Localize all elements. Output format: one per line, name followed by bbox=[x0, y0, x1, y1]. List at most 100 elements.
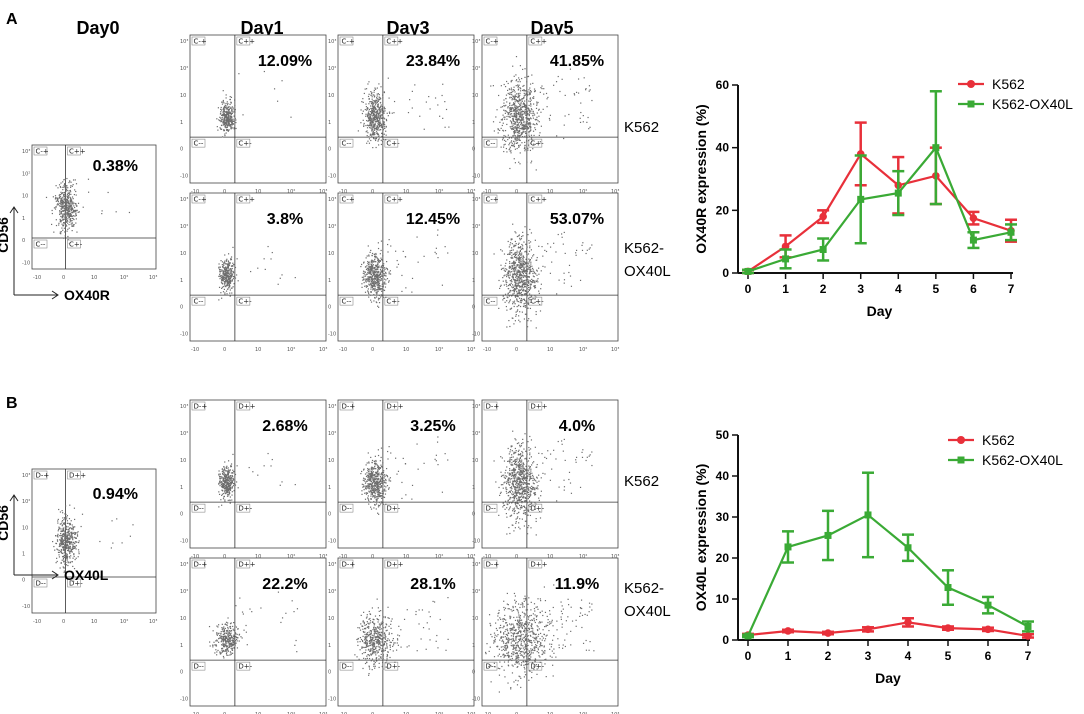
event-dot bbox=[368, 292, 370, 294]
event-dot bbox=[518, 130, 520, 132]
event-dot bbox=[234, 117, 236, 120]
event-dot bbox=[529, 121, 531, 124]
event-dot bbox=[526, 277, 528, 279]
event-dot bbox=[518, 297, 521, 299]
event-dot bbox=[527, 320, 529, 322]
event-dot bbox=[66, 515, 69, 517]
event-dot bbox=[519, 120, 522, 122]
event-dot bbox=[381, 126, 383, 128]
event-dot bbox=[378, 276, 380, 278]
event-dot bbox=[62, 205, 64, 207]
event-dot bbox=[228, 113, 230, 115]
x-tick-label: -10 bbox=[191, 189, 199, 195]
event-dot bbox=[535, 107, 538, 110]
event-dot bbox=[385, 490, 387, 492]
quadrant-box bbox=[236, 503, 251, 513]
event-dot bbox=[229, 268, 231, 270]
event-dot bbox=[71, 561, 73, 563]
event-dot bbox=[219, 485, 221, 487]
event-dot bbox=[367, 469, 369, 472]
event-dot bbox=[385, 126, 387, 128]
quadrant-box bbox=[528, 138, 543, 148]
event-dot bbox=[536, 269, 538, 271]
event-dot bbox=[523, 128, 525, 131]
event-dot bbox=[218, 493, 221, 495]
event-dot bbox=[377, 290, 379, 292]
event-dot bbox=[372, 476, 374, 478]
event-dot bbox=[516, 100, 518, 102]
event-dot bbox=[513, 142, 516, 144]
event-dot bbox=[518, 102, 520, 104]
event-dot bbox=[375, 281, 377, 284]
event-dot bbox=[384, 268, 386, 270]
event-dot bbox=[524, 284, 526, 286]
event-dot bbox=[231, 280, 233, 282]
event-dot bbox=[520, 275, 522, 277]
event-dot bbox=[520, 114, 522, 116]
event-dot bbox=[371, 130, 373, 132]
event-dot bbox=[382, 267, 384, 269]
y-tick-label: 10 bbox=[22, 194, 28, 200]
event-dot bbox=[229, 269, 231, 271]
event-dot bbox=[229, 484, 231, 486]
event-dot bbox=[506, 111, 508, 113]
cell-line-label: OX40L bbox=[624, 263, 671, 280]
event-dot bbox=[516, 292, 518, 294]
event-dot bbox=[385, 130, 387, 132]
event-dot bbox=[367, 125, 370, 127]
event-dot bbox=[506, 281, 508, 284]
event-dot bbox=[518, 112, 520, 115]
event-dot bbox=[532, 255, 534, 257]
event-dot bbox=[514, 91, 516, 93]
event-dot bbox=[223, 492, 225, 495]
event-dot bbox=[60, 219, 62, 222]
event-dot bbox=[227, 472, 229, 474]
event-dot bbox=[63, 522, 66, 524]
event-dot bbox=[226, 104, 229, 106]
event-dot bbox=[504, 116, 506, 118]
event-dot bbox=[62, 536, 64, 538]
event-dot bbox=[69, 221, 71, 223]
event-dot bbox=[516, 284, 518, 287]
event-dot bbox=[226, 491, 229, 493]
event-dot bbox=[67, 212, 69, 214]
event-dot bbox=[224, 281, 226, 283]
event-dot bbox=[72, 580, 74, 582]
event-dot bbox=[70, 541, 72, 543]
event-dot bbox=[516, 129, 518, 131]
event-dot bbox=[223, 111, 225, 113]
event-dot bbox=[526, 268, 528, 270]
event-dot bbox=[68, 547, 70, 549]
event-dot bbox=[223, 119, 225, 121]
event-dot bbox=[221, 136, 224, 138]
event-dot bbox=[534, 128, 537, 131]
event-dot bbox=[534, 285, 536, 287]
event-dot bbox=[68, 214, 70, 216]
event-dot bbox=[563, 282, 565, 284]
event-dot bbox=[374, 278, 377, 280]
event-dot bbox=[62, 186, 64, 188]
event-dot bbox=[377, 465, 379, 467]
event-dot bbox=[230, 259, 232, 261]
event-dot bbox=[503, 297, 506, 299]
event-dot bbox=[218, 275, 220, 277]
event-dot bbox=[66, 225, 68, 227]
event-dot bbox=[375, 477, 377, 479]
event-dot bbox=[529, 109, 531, 112]
event-dot bbox=[220, 269, 222, 271]
event-dot bbox=[517, 89, 519, 91]
x-tick-label: 10 bbox=[91, 619, 97, 625]
event-dot bbox=[377, 497, 379, 499]
event-dot bbox=[231, 275, 233, 278]
event-dot bbox=[509, 242, 512, 244]
event-dot bbox=[227, 460, 230, 462]
event-dot bbox=[221, 114, 223, 117]
x-tick-label: -10 bbox=[191, 347, 199, 353]
event-dot bbox=[364, 285, 366, 287]
event-dot bbox=[368, 499, 370, 501]
x-tick-label: 10 bbox=[403, 347, 409, 353]
event-dot bbox=[230, 478, 232, 481]
event-dot bbox=[520, 264, 522, 266]
event-dot bbox=[522, 231, 524, 233]
event-dot bbox=[569, 275, 572, 277]
